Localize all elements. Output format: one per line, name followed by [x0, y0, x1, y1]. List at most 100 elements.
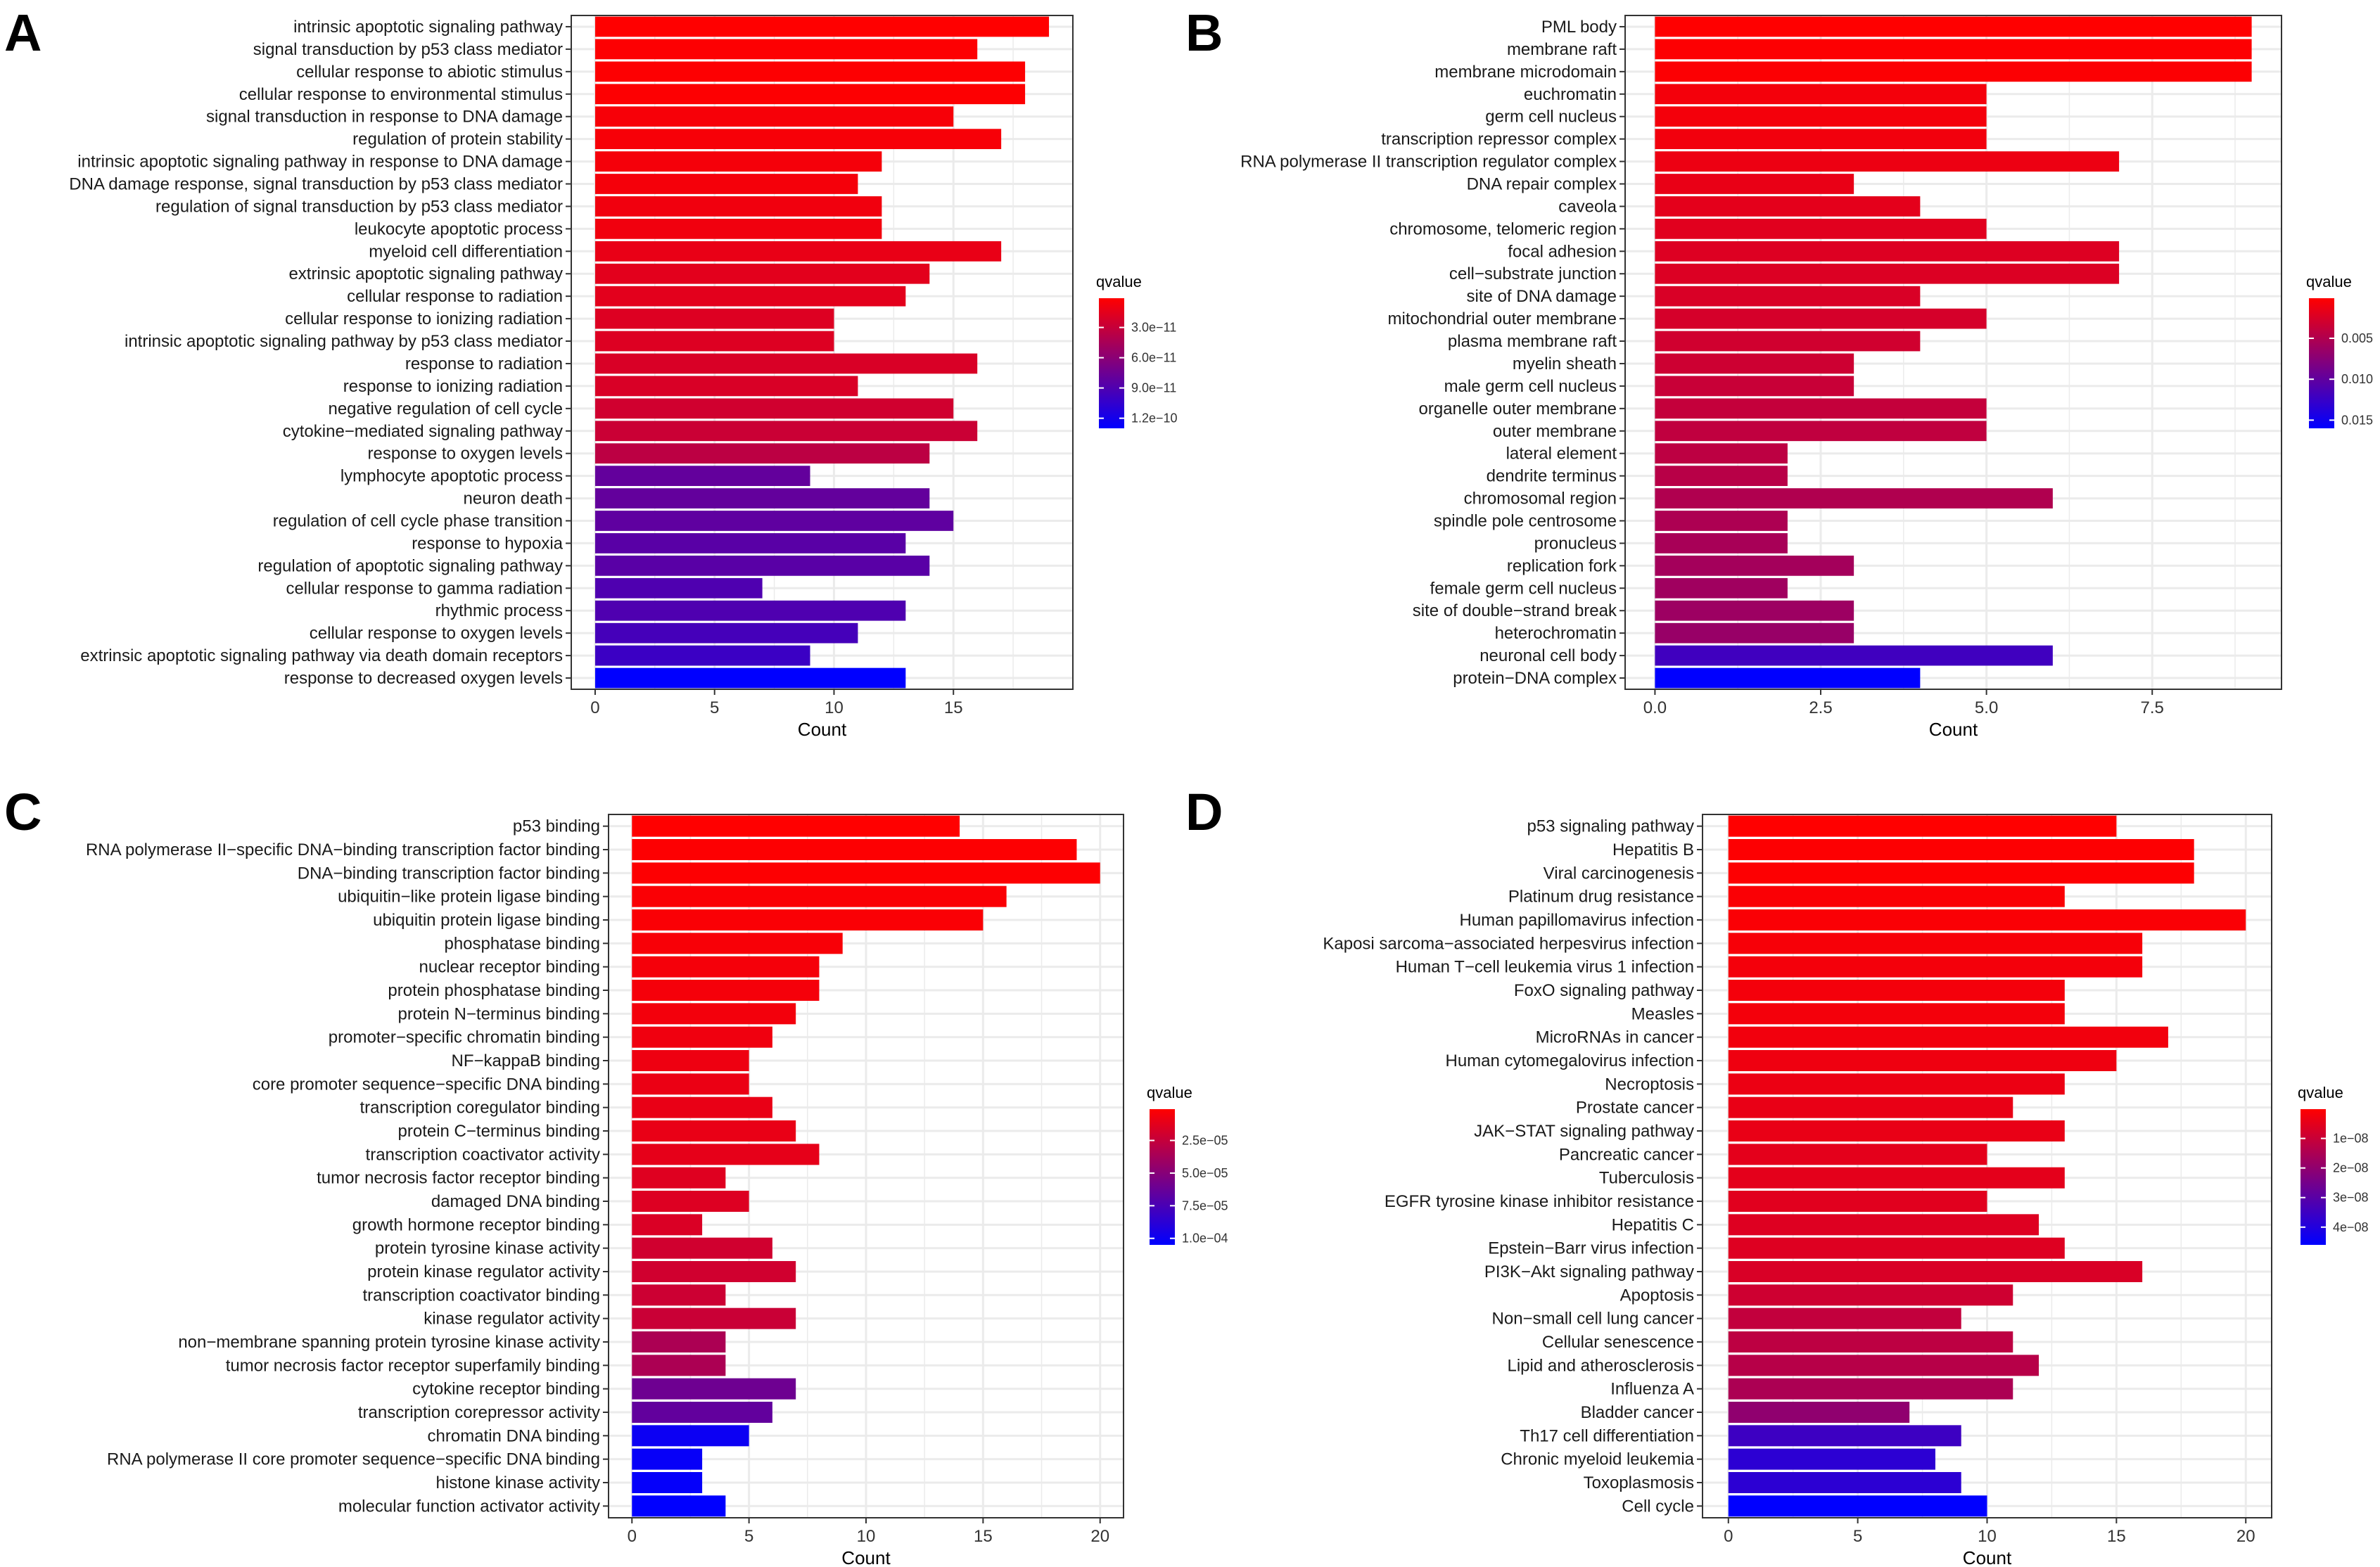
bar[interactable]: [1728, 1003, 2065, 1025]
bar[interactable]: [594, 218, 882, 239]
bar[interactable]: [1728, 862, 2194, 884]
bar[interactable]: [1655, 241, 2120, 262]
bar[interactable]: [594, 622, 858, 644]
bar[interactable]: [594, 600, 906, 621]
bar[interactable]: [594, 263, 930, 284]
bar[interactable]: [1728, 909, 2246, 930]
bar[interactable]: [1728, 1026, 2168, 1048]
bar[interactable]: [1655, 398, 1987, 419]
bar[interactable]: [1655, 488, 2053, 509]
bar[interactable]: [594, 174, 858, 194]
bar[interactable]: [1728, 1284, 2013, 1306]
bar[interactable]: [1728, 1261, 2143, 1282]
bar[interactable]: [632, 1472, 703, 1493]
bar[interactable]: [594, 241, 1002, 262]
bar[interactable]: [1655, 533, 1788, 554]
bar[interactable]: [632, 1214, 703, 1236]
bar[interactable]: [632, 1096, 772, 1118]
bar[interactable]: [1655, 466, 1788, 487]
bar[interactable]: [594, 443, 930, 464]
bar[interactable]: [1655, 600, 1854, 621]
bar[interactable]: [594, 421, 978, 442]
bar[interactable]: [1728, 1331, 2013, 1352]
bar[interactable]: [1728, 1191, 1987, 1212]
bar[interactable]: [594, 555, 930, 576]
bar[interactable]: [632, 1307, 796, 1329]
bar[interactable]: [1728, 1214, 2039, 1236]
bar[interactable]: [1728, 885, 2065, 907]
bar[interactable]: [594, 353, 978, 374]
bar[interactable]: [632, 1425, 749, 1447]
bar[interactable]: [1655, 151, 2120, 172]
bar[interactable]: [594, 667, 906, 689]
bar[interactable]: [1728, 1448, 1935, 1470]
bar[interactable]: [594, 533, 906, 554]
bar[interactable]: [632, 1120, 796, 1141]
bar[interactable]: [632, 862, 1100, 884]
bar[interactable]: [632, 1167, 726, 1189]
bar[interactable]: [632, 1261, 796, 1282]
bar[interactable]: [632, 1284, 726, 1306]
bar[interactable]: [1728, 1402, 1910, 1423]
bar[interactable]: [1728, 1167, 2065, 1189]
bar[interactable]: [1728, 1495, 1987, 1517]
bar[interactable]: [1655, 196, 1921, 217]
bar[interactable]: [1655, 106, 1987, 127]
bar[interactable]: [632, 1495, 726, 1517]
bar[interactable]: [632, 885, 1007, 907]
bar[interactable]: [594, 84, 1026, 105]
bar[interactable]: [594, 466, 810, 487]
bar[interactable]: [632, 1331, 726, 1352]
bar[interactable]: [594, 398, 954, 419]
bar[interactable]: [632, 1144, 820, 1165]
bar[interactable]: [1655, 622, 1854, 644]
bar[interactable]: [1655, 577, 1788, 599]
bar[interactable]: [632, 839, 1077, 860]
bar[interactable]: [1728, 1144, 1987, 1165]
bar[interactable]: [1728, 1472, 1961, 1493]
bar[interactable]: [1655, 174, 1854, 194]
bar[interactable]: [632, 1237, 772, 1259]
bar[interactable]: [594, 129, 1002, 150]
bar[interactable]: [632, 933, 843, 954]
bar[interactable]: [632, 1448, 703, 1470]
bar[interactable]: [632, 956, 820, 978]
bar[interactable]: [1728, 1096, 2013, 1118]
bar[interactable]: [1728, 1050, 2117, 1071]
bar[interactable]: [632, 909, 984, 930]
bar[interactable]: [632, 815, 960, 837]
bar[interactable]: [1655, 84, 1987, 105]
bar[interactable]: [594, 331, 834, 352]
bar[interactable]: [1728, 980, 2065, 1001]
bar[interactable]: [594, 376, 858, 397]
bar[interactable]: [594, 61, 1026, 82]
bar[interactable]: [632, 1026, 772, 1048]
bar[interactable]: [1655, 263, 2120, 284]
bar[interactable]: [594, 511, 954, 531]
bar[interactable]: [1655, 645, 2053, 666]
bar[interactable]: [1655, 331, 1921, 352]
bar[interactable]: [1728, 1073, 2065, 1095]
bar[interactable]: [632, 1003, 796, 1025]
bar[interactable]: [594, 106, 954, 127]
bar[interactable]: [1728, 839, 2194, 860]
bar[interactable]: [1655, 286, 1921, 307]
bar[interactable]: [1655, 308, 1987, 329]
bar[interactable]: [594, 286, 906, 307]
bar[interactable]: [1728, 933, 2143, 954]
bar[interactable]: [1655, 218, 1987, 239]
bar[interactable]: [632, 1378, 796, 1400]
bar[interactable]: [632, 980, 820, 1001]
bar[interactable]: [1655, 61, 2252, 82]
bar[interactable]: [632, 1073, 749, 1095]
bar[interactable]: [1655, 129, 1987, 150]
bar[interactable]: [1728, 1307, 1961, 1329]
bar[interactable]: [632, 1402, 772, 1423]
bar[interactable]: [1655, 376, 1854, 397]
bar[interactable]: [632, 1355, 726, 1376]
bar[interactable]: [594, 151, 882, 172]
bar[interactable]: [1728, 815, 2117, 837]
bar[interactable]: [1728, 1425, 1961, 1447]
bar[interactable]: [594, 196, 882, 217]
bar[interactable]: [594, 645, 810, 666]
